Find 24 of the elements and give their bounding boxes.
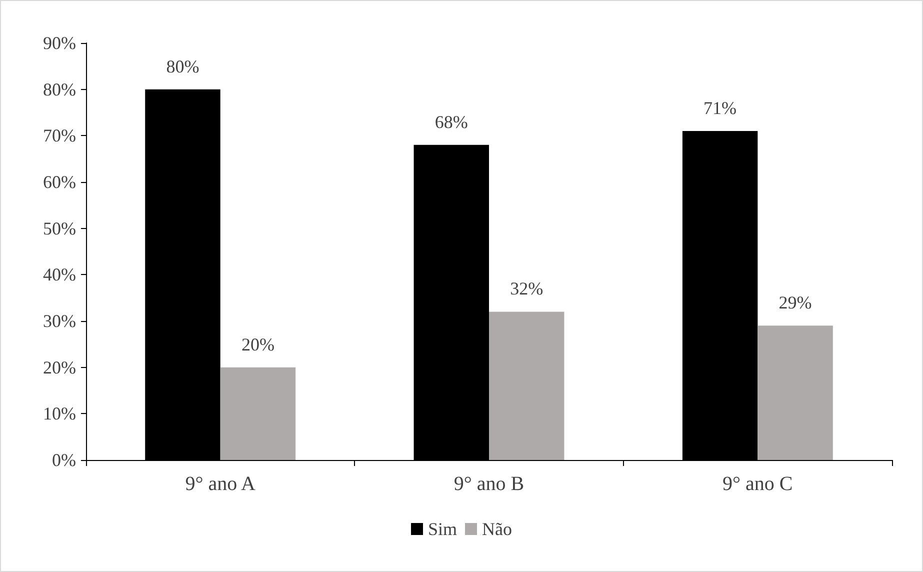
y-tick-label: 80%: [43, 79, 76, 100]
y-tick-label: 30%: [43, 311, 76, 331]
y-tick-label: 70%: [43, 126, 76, 146]
data-label: 29%: [778, 292, 812, 313]
y-tick-label: 60%: [43, 172, 76, 192]
y-tick-label: 20%: [43, 357, 76, 378]
y-tick-label: 40%: [43, 264, 76, 285]
y-tick-label: 90%: [43, 33, 76, 53]
y-tick-label: 50%: [43, 218, 76, 238]
legend-label: Sim: [428, 519, 458, 539]
data-label: 80%: [166, 56, 200, 76]
x-tick-label: 9° ano B: [454, 473, 524, 495]
legend-label: Não: [482, 519, 512, 539]
x-tick-label: 9° ano C: [722, 473, 793, 495]
y-tick-label: 0%: [52, 450, 76, 470]
bar: [489, 312, 564, 460]
x-tick-label: 9° ano A: [185, 473, 256, 495]
bar: [220, 367, 296, 460]
y-tick-label: 10%: [43, 404, 76, 424]
data-label: 32%: [510, 278, 544, 299]
data-label: 68%: [434, 112, 468, 132]
data-label: 20%: [241, 334, 274, 354]
data-label: 71%: [704, 98, 737, 118]
bar: [758, 326, 833, 460]
